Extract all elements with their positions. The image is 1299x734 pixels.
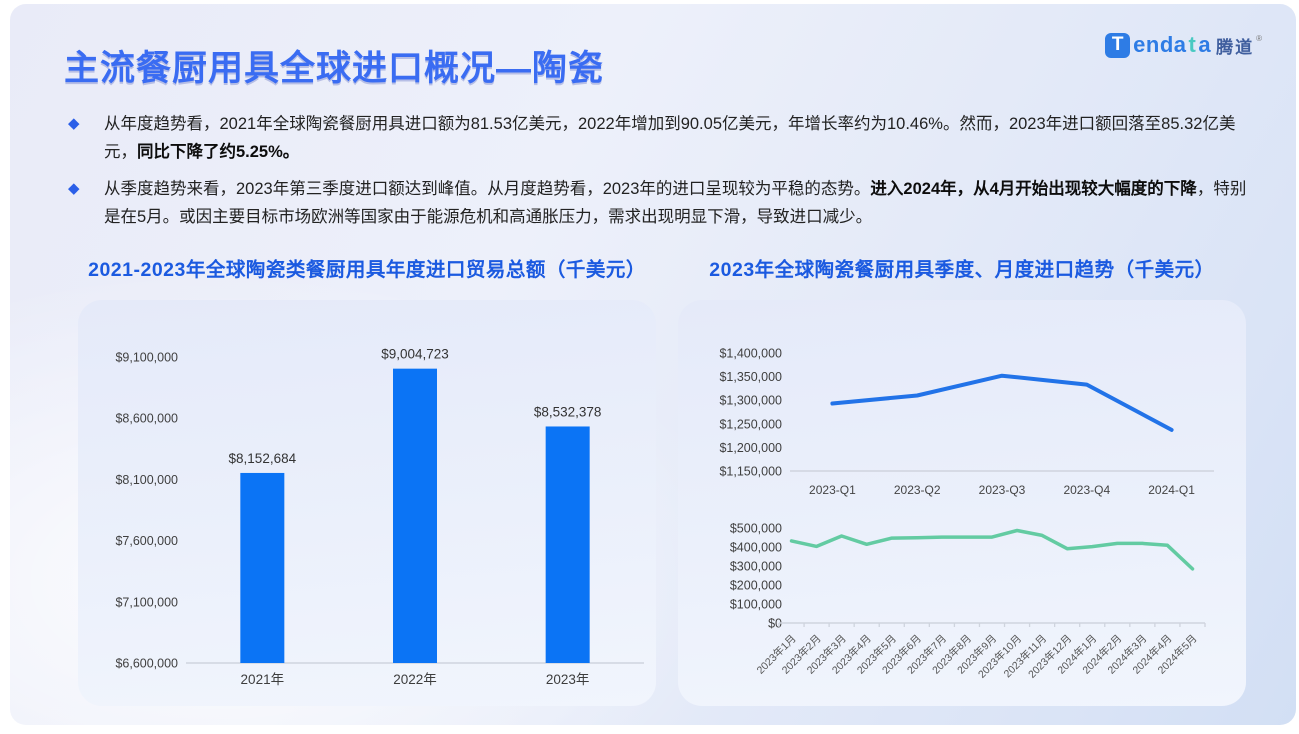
x-axis-category-label: 2023-Q4 bbox=[1063, 483, 1110, 497]
diamond-bullet-icon: ◆ bbox=[68, 180, 80, 197]
annual-chart-panel: $6,600,000 $7,100,000 $7,600,000 $8,100,000… bbox=[78, 300, 656, 706]
logo-text-enda: enda bbox=[1133, 32, 1187, 57]
summary-bullets: ◆ 从年度趋势看，2021年全球陶瓷餐厨用具进口额为81.53亿美元，2022年… bbox=[68, 110, 1248, 240]
y-axis-tick-label: $500,000 bbox=[730, 522, 782, 536]
bar-data-label: $8,152,684 bbox=[229, 451, 297, 466]
y-axis-tick-label: $1,400,000 bbox=[719, 347, 782, 361]
logo-text-t: t bbox=[1188, 32, 1197, 57]
trend-line bbox=[789, 528, 1195, 571]
page-title: 主流餐厨用具全球进口概况—陶瓷 bbox=[64, 49, 605, 88]
tendata-logo: T enda t a 腾道 ® bbox=[1105, 32, 1262, 58]
quarterly-trend-line-chart: $1,150,000 $1,200,000 $1,250,000 $1,300,000… bbox=[719, 347, 1214, 497]
y-axis-tick-label: $7,100,000 bbox=[115, 595, 178, 609]
trend-chart-title: 2023年全球陶瓷餐厨用具季度、月度进口趋势（千美元） bbox=[709, 258, 1215, 281]
y-axis-tick-label: $1,150,000 bbox=[719, 465, 782, 479]
y-axis-tick-label: $8,100,000 bbox=[115, 473, 178, 487]
monthly-trend-line-chart: $0$100,000$200,000$300,000$400,000$500,0… bbox=[730, 522, 1206, 681]
annual-import-bar-chart: $6,600,000 $7,100,000 $7,600,000 $8,100,000… bbox=[115, 347, 644, 687]
bullet-text-post: ，特别是在5月。或因主要目标市场欧洲等国家由于能源危机和高通胀压力，需求出现明显… bbox=[104, 180, 1247, 226]
y-axis-tick-label: $1,200,000 bbox=[719, 441, 782, 455]
y-axis-tick-label: $6,600,000 bbox=[115, 657, 178, 671]
y-axis-tick-label: $300,000 bbox=[730, 560, 782, 574]
bullet-text-pre: 从季度趋势来看，2023年第三季度进口额达到峰值。从月度趋势看，2023年的进口… bbox=[104, 180, 871, 198]
bullet-text-bold: 进入2024年，从4月开始出现较大幅度的下降 bbox=[870, 180, 1197, 198]
logo-text-a: a bbox=[1198, 32, 1212, 57]
y-axis-tick-label: $8,600,000 bbox=[115, 412, 178, 426]
bar-data-label: $8,532,378 bbox=[534, 404, 602, 419]
x-axis-category-label: 2022年 bbox=[393, 672, 437, 687]
diamond-bullet-icon: ◆ bbox=[68, 115, 80, 132]
slide-background: 主流餐厨用具全球进口概况—陶瓷 T enda t a 腾道 ® ◆ 从年度趋势看… bbox=[10, 4, 1296, 725]
y-axis-tick-label: $1,350,000 bbox=[719, 370, 782, 384]
bullet-quarterly-trend-text: 从季度趋势来看，2023年第三季度进口额达到峰值。从月度趋势看，2023年的进口… bbox=[104, 175, 1248, 231]
y-axis-tick-label: $7,600,000 bbox=[115, 534, 178, 548]
tendata-logo-icon: T bbox=[1105, 32, 1131, 58]
annual-chart-title: 2021-2023年全球陶瓷类餐厨用具年度进口贸易总额（千美元） bbox=[88, 258, 646, 281]
trend-chart-panel: $1,150,000 $1,200,000 $1,250,000 $1,300,000… bbox=[678, 300, 1246, 706]
x-axis-category-label: 2023-Q1 bbox=[809, 483, 856, 497]
logo-text-cn: 腾道 bbox=[1216, 37, 1255, 57]
registered-mark-icon: ® bbox=[1256, 33, 1262, 43]
bar bbox=[393, 368, 437, 663]
bar-data-label: $9,004,723 bbox=[381, 347, 449, 362]
bullet-annual-trend-text: 从年度趋势看，2021年全球陶瓷餐厨用具进口额为81.53亿美元，2022年增加… bbox=[104, 110, 1248, 166]
bullet-text-pre: 从年度趋势看，2021年全球陶瓷餐厨用具进口额为81.53亿美元，2022年增加… bbox=[104, 115, 1236, 161]
bullet-annual-trend: ◆ 从年度趋势看，2021年全球陶瓷餐厨用具进口额为81.53亿美元，2022年… bbox=[68, 110, 1248, 166]
y-axis-tick-label: $200,000 bbox=[730, 579, 782, 593]
x-axis-category-label: 2023-Q3 bbox=[979, 483, 1026, 497]
y-axis-tick-label: $100,000 bbox=[730, 598, 782, 612]
bullet-text-bold: 同比下降了约5.25%。 bbox=[137, 143, 300, 161]
y-axis-tick-label: $400,000 bbox=[730, 541, 782, 555]
x-axis-category-label: 2023年 bbox=[546, 672, 590, 687]
x-axis-category-label: 2021年 bbox=[241, 672, 285, 687]
bullet-quarterly-trend: ◆ 从季度趋势来看，2023年第三季度进口额达到峰值。从月度趋势看，2023年的… bbox=[68, 175, 1248, 231]
trend-line bbox=[830, 373, 1174, 432]
y-axis-tick-label: $1,250,000 bbox=[719, 417, 782, 431]
x-axis-category-label: 2023-Q2 bbox=[894, 483, 941, 497]
x-axis-category-label: 2024-Q1 bbox=[1148, 483, 1195, 497]
y-axis-tick-label: $1,300,000 bbox=[719, 394, 782, 408]
bar bbox=[240, 472, 285, 663]
y-axis-tick-label: $9,100,000 bbox=[115, 351, 178, 365]
bar bbox=[545, 426, 590, 663]
